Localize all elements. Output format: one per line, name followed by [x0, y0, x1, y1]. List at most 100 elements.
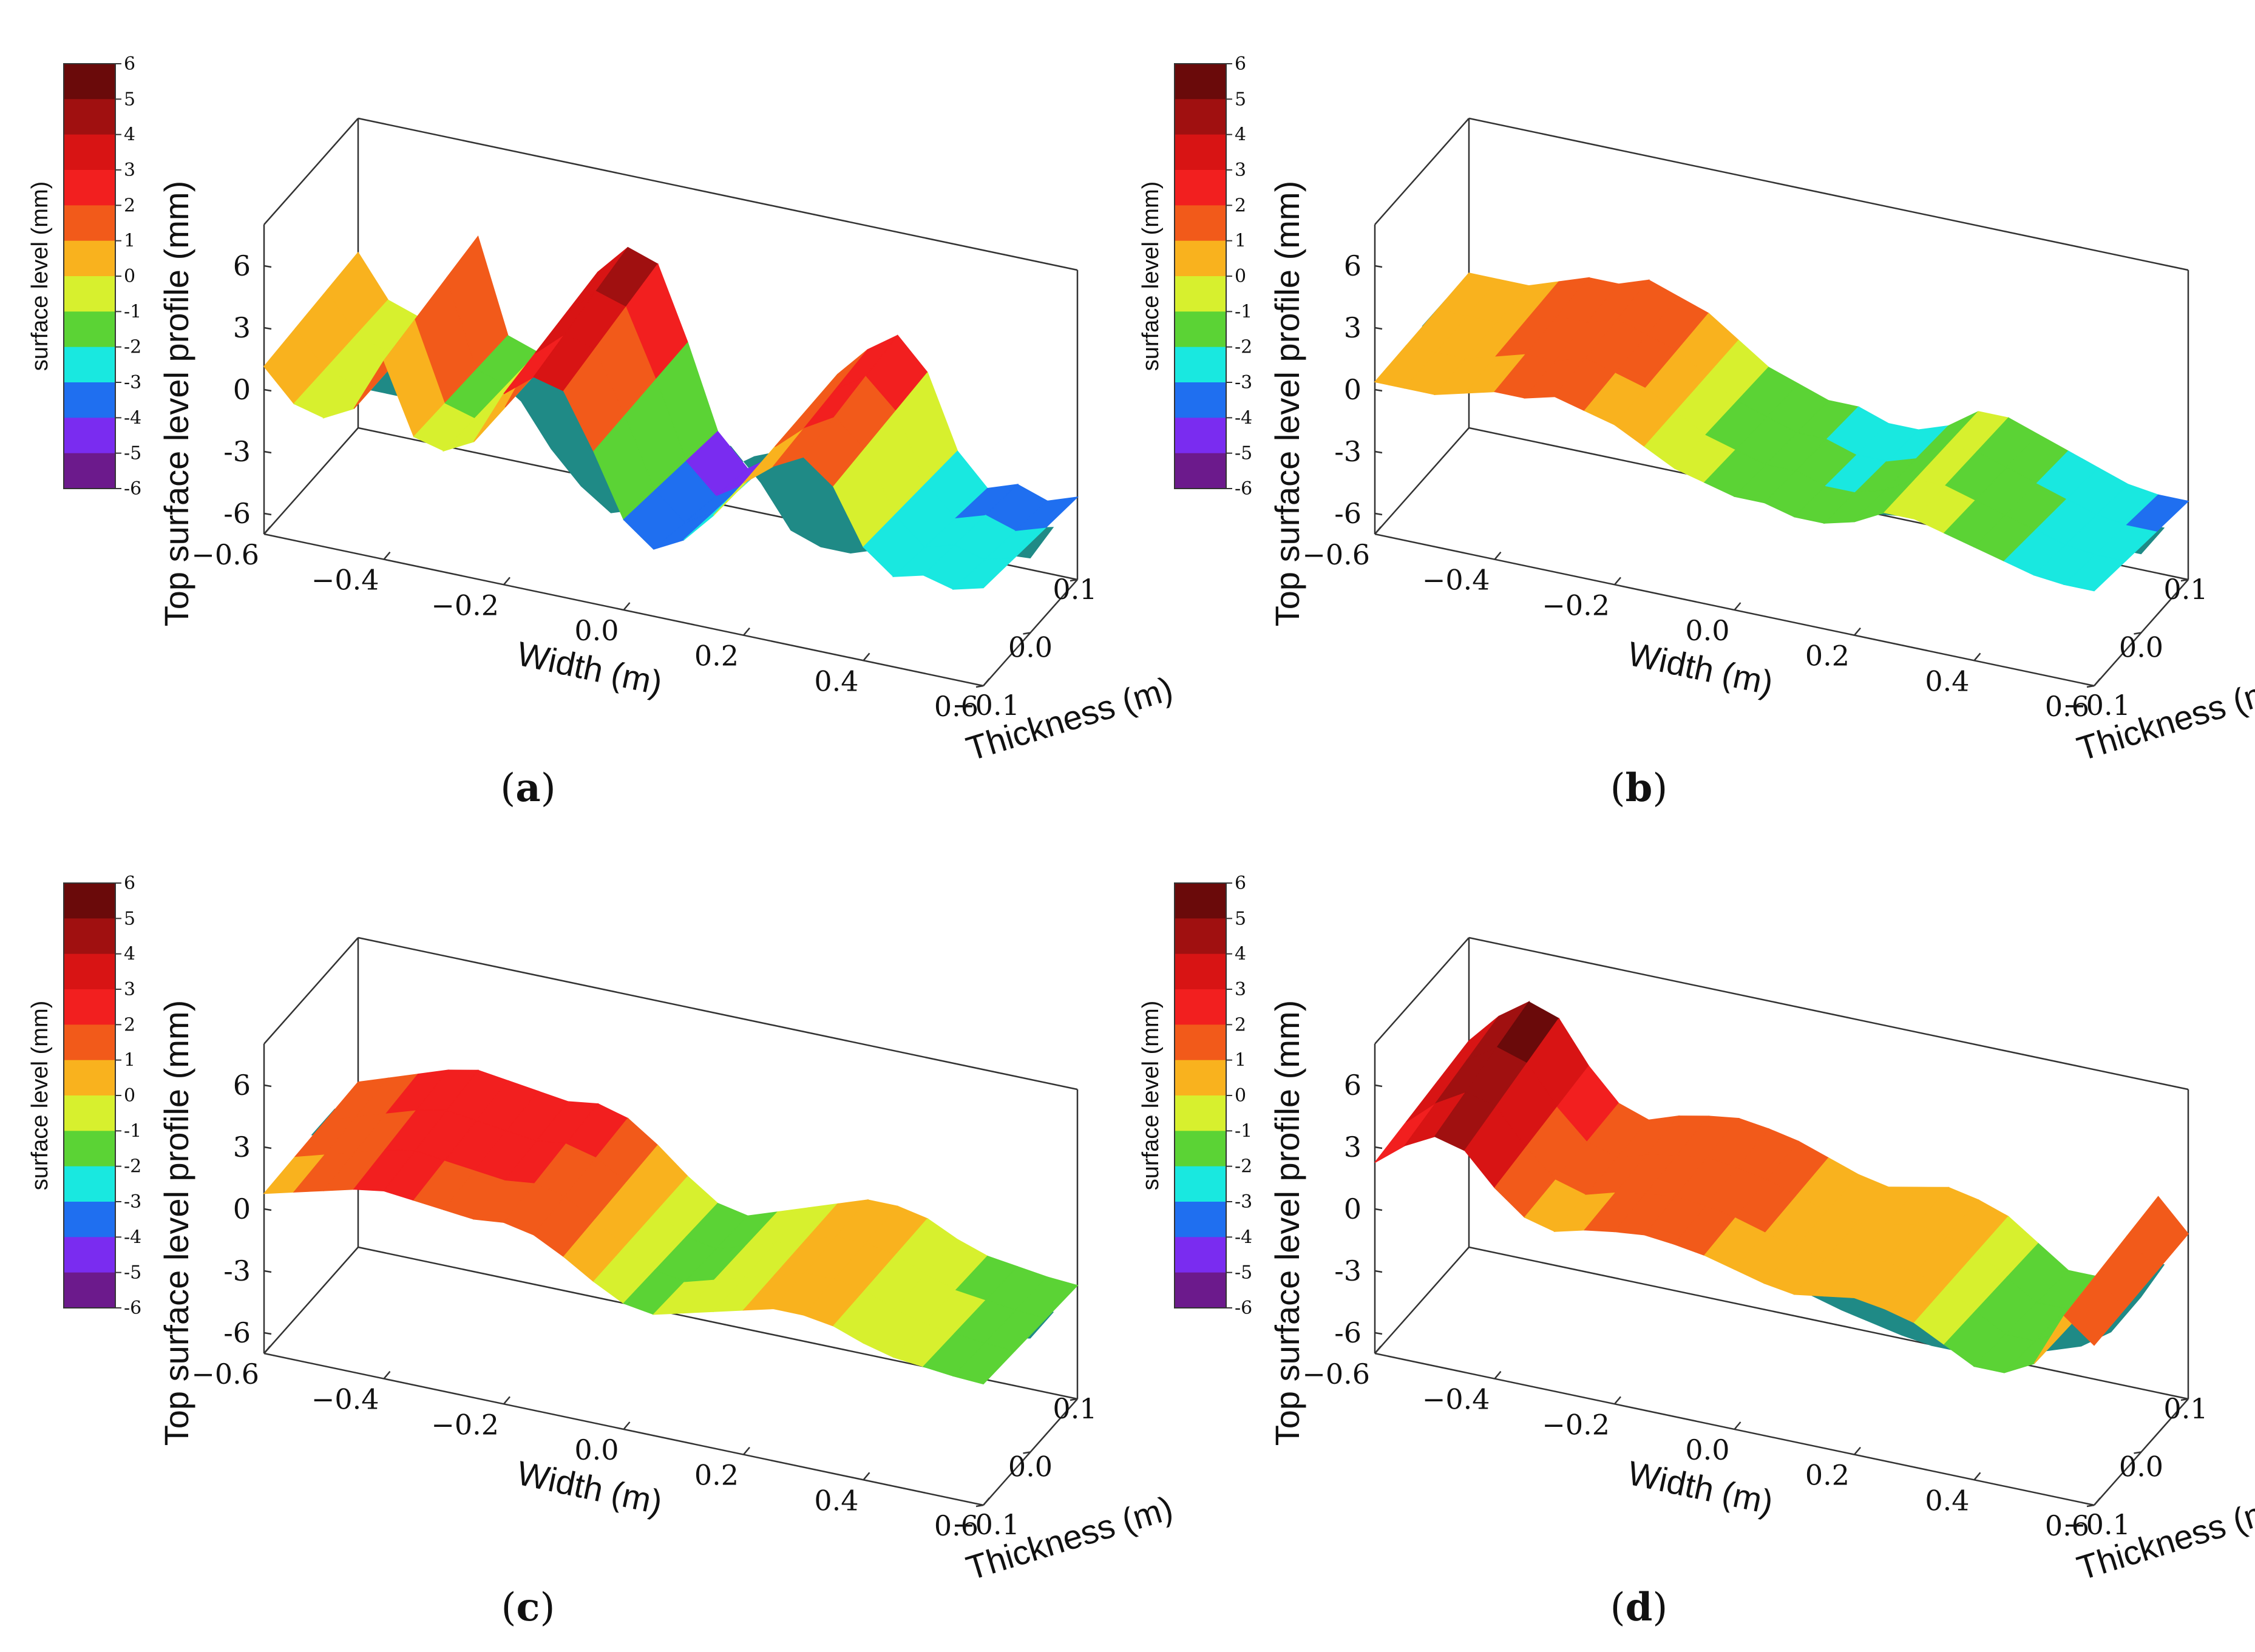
colorbar-tick-label: -4: [124, 407, 141, 428]
x-tick-mark: [1614, 577, 1621, 586]
x-tick-label: −0.6: [1302, 538, 1370, 571]
z-axis-title: Top surface level profile (mm): [1268, 1000, 1306, 1446]
x-tick-mark: [983, 1497, 990, 1506]
box-edge: [358, 117, 1078, 271]
x-tick-label: 0.2: [1805, 1459, 1850, 1492]
z-tick-mark: [1374, 388, 1383, 392]
colorbar-segment: [1175, 99, 1226, 135]
colorbar-tick-label: -1: [1235, 1120, 1252, 1142]
z-tick-label: -3: [1334, 1254, 1361, 1287]
colorbar-tick-label: -1: [1235, 301, 1252, 322]
colorbar-tick-label: -6: [1235, 478, 1252, 499]
y-tick-mark: [2180, 1398, 2189, 1401]
colorbar-segment: [1175, 953, 1226, 990]
colorbar-tick-label: 3: [1235, 160, 1246, 181]
colorbar-segment: [64, 1024, 115, 1061]
z-tick-mark: [1374, 1084, 1383, 1088]
colorbar-segment: [64, 883, 115, 919]
z-tick-mark: [263, 1084, 272, 1088]
z-tick-label: 3: [233, 1131, 251, 1163]
colorbar-segment: [64, 453, 115, 489]
x-tick-label: −0.2: [1542, 589, 1610, 621]
colorbar-tick-label: 0: [1235, 1085, 1246, 1106]
z-tick-label: 6: [233, 249, 251, 282]
z-tick-mark: [1374, 265, 1383, 268]
box-edge: [1468, 1246, 2189, 1400]
colorbar-segment: [64, 918, 115, 955]
colorbar-segment: [1175, 453, 1226, 489]
colorbar-segment: [64, 1060, 115, 1096]
colorbar-tick-label: 1: [1235, 1050, 1246, 1071]
z-tick-label: -6: [223, 497, 251, 530]
colorbar-segment: [1175, 1202, 1226, 1237]
z-axis-title: Top surface level profile (mm): [157, 181, 195, 626]
x-tick-label: 0.4: [814, 665, 858, 697]
colorbar-title: surface level (mm): [1138, 1001, 1164, 1191]
box-edge: [263, 427, 359, 535]
colorbar-segment: [1175, 134, 1226, 171]
z-tick-mark: [263, 450, 272, 454]
x-tick-mark: [623, 1421, 631, 1430]
colorbar-tick-label: 6: [1235, 53, 1246, 75]
x-tick-mark: [2094, 1497, 2101, 1506]
colorbar-segment: [1175, 276, 1226, 312]
colorbar-segment: [64, 1272, 115, 1308]
z-tick-label: -6: [223, 1316, 251, 1349]
x-tick-label: −0.4: [1422, 1383, 1490, 1416]
y-tick-mark: [1023, 1451, 1031, 1454]
surface-patch: [2126, 1196, 2189, 1272]
colorbar-segment: [1175, 170, 1226, 206]
y-tick-label: 0.0: [2119, 631, 2163, 664]
colorbar-tick-label: -3: [1235, 372, 1252, 393]
colorbar-tick-label: 4: [124, 124, 135, 146]
z-tick-label: -3: [1334, 435, 1361, 468]
x-tick-mark: [1494, 551, 1502, 560]
colorbar-tick-label: 6: [124, 873, 135, 894]
z-tick-mark: [263, 1146, 272, 1149]
colorbar-tick-label: -2: [124, 337, 141, 358]
colorbar-segment: [1175, 1060, 1226, 1096]
x-tick-label: 0.4: [1925, 665, 1969, 697]
x-tick-mark: [863, 1472, 870, 1481]
surface-patch: [1014, 496, 1079, 531]
y-tick-mark: [2086, 1504, 2095, 1508]
colorbar-tick-label: -6: [124, 1298, 141, 1319]
colorbar-title: surface level (mm): [27, 181, 53, 371]
colorbar-segment: [64, 205, 115, 242]
colorbar-tick-label: 3: [1235, 979, 1246, 1000]
x-tick-mark: [1374, 1346, 1382, 1354]
colorbar-tick-label: -4: [1235, 1227, 1252, 1248]
z-tick-label: 3: [233, 311, 251, 344]
colorbar-title: surface level (mm): [1138, 181, 1164, 371]
x-tick-mark: [263, 526, 271, 535]
colorbar-tick-label: 4: [1235, 944, 1246, 965]
colorbar-tick-label: 5: [1235, 908, 1246, 929]
x-tick-label: 0.6: [2045, 1509, 2089, 1542]
colorbar-segment: [64, 1131, 115, 1167]
colorbar-tick-label: 1: [1235, 231, 1246, 252]
colorbar-segment: [1175, 240, 1226, 277]
colorbar-segment: [64, 1237, 115, 1273]
colorbar-tick-label: -2: [1235, 337, 1252, 358]
z-tick-label: -3: [223, 435, 251, 468]
box-edge: [1374, 427, 1470, 535]
x-tick-mark: [743, 1446, 750, 1455]
surface-patch: [1015, 1276, 1079, 1319]
z-tick-mark: [263, 1208, 272, 1211]
z-tick-mark: [1374, 1332, 1383, 1335]
x-tick-mark: [383, 551, 391, 560]
x-tick-label: 0.6: [2045, 690, 2089, 723]
colorbar-tick-label: 2: [124, 195, 135, 216]
z-tick-mark: [263, 1270, 272, 1273]
x-tick-label: −0.4: [311, 1383, 379, 1416]
colorbar-segment: [64, 311, 115, 348]
colorbar-segment: [64, 418, 115, 454]
chart-panel-a: 6 5 4 3 2 1 0 -1 -2 -3 -4 -5 -6 surface level (mm) 6 3 0…: [27, 53, 1177, 811]
colorbar-segment: [1175, 311, 1226, 348]
y-tick-label: 0.0: [1008, 631, 1053, 664]
panel-caption: (b): [1610, 765, 1668, 811]
box-edge: [358, 936, 1078, 1091]
x-tick-label: 0.4: [814, 1484, 858, 1517]
box-edge: [263, 937, 359, 1044]
